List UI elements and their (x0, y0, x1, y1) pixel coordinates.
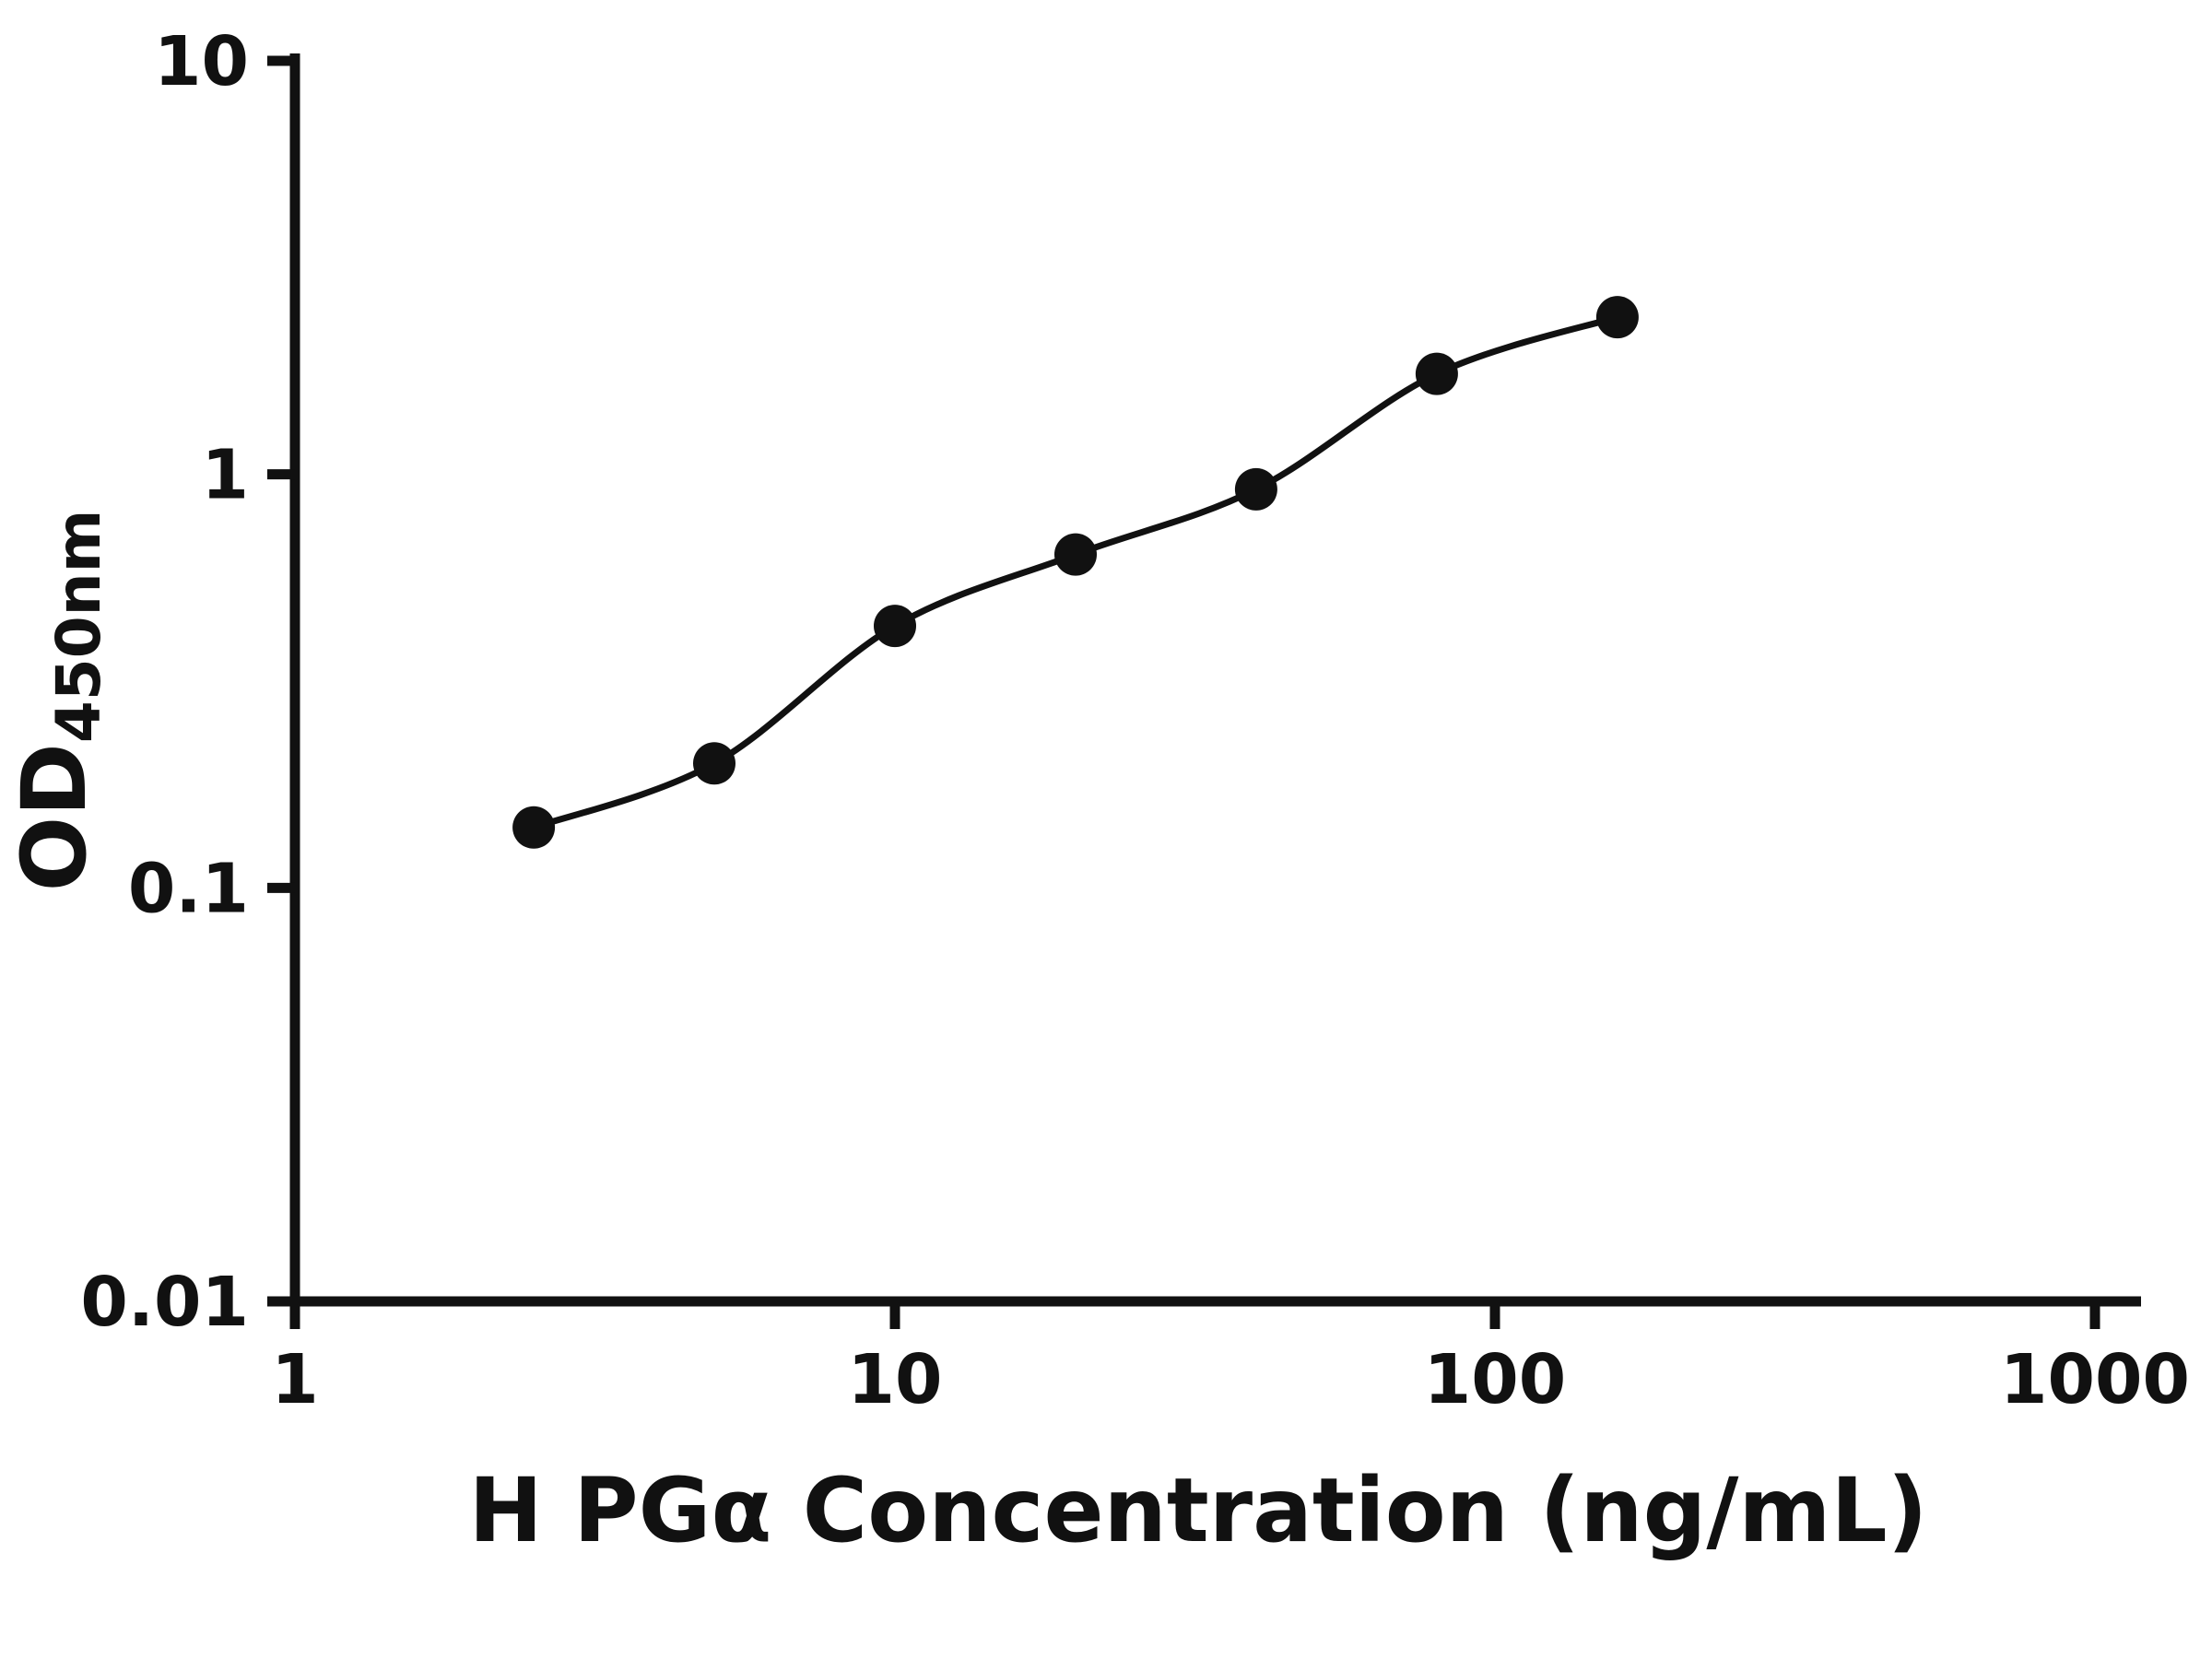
y-tick-label: 0.01 (80, 1263, 249, 1342)
x-tick-label: 1 (271, 1340, 319, 1419)
data-point-marker (874, 605, 916, 648)
data-point-marker (1054, 533, 1097, 576)
data-point-marker (1234, 467, 1277, 511)
x-tick-label: 10 (848, 1340, 943, 1419)
data-point-marker (1595, 296, 1639, 339)
x-tick-label: 100 (1424, 1340, 1566, 1419)
x-tick-label: 1000 (2000, 1340, 2190, 1419)
y-axis-title: OD450nm (3, 510, 114, 892)
y-tick-label: 10 (154, 22, 249, 101)
y-tick-label: 1 (202, 436, 250, 515)
y-tick-label: 0.1 (128, 849, 249, 928)
x-axis-title: H PGα Concentration (ng/mL) (468, 1459, 1927, 1562)
y-axis-title-sub: 450nm (43, 510, 114, 744)
data-point-marker (693, 742, 735, 785)
plot-area: 1 10 100 1000 0.01 0.1 1 10 (80, 22, 2190, 1419)
data-point-marker (1415, 352, 1458, 395)
data-point-marker (512, 806, 556, 849)
y-axis-title-main: OD (3, 743, 106, 891)
